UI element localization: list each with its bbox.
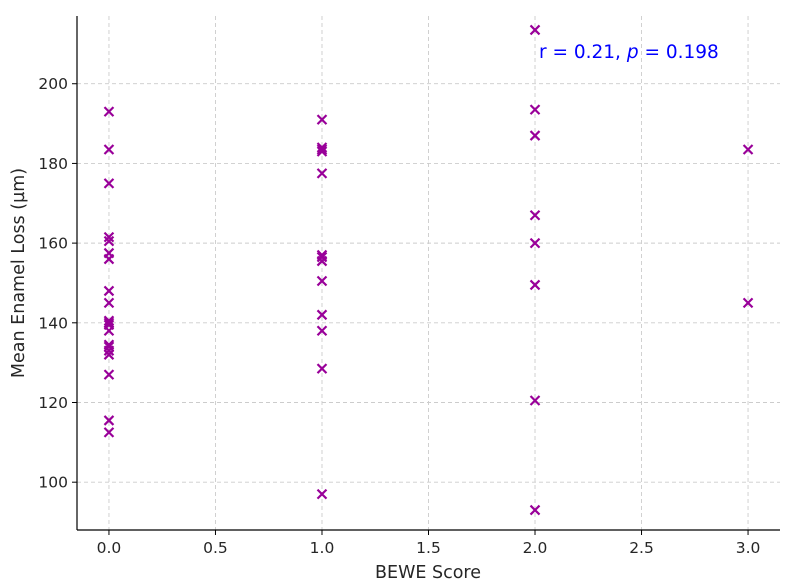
data-point (103, 297, 115, 309)
data-point (103, 349, 115, 360)
x-tick-label: 0.5 (203, 539, 228, 557)
data-point (103, 325, 115, 337)
y-tick-label: 140 (38, 314, 68, 332)
data-point (529, 104, 541, 115)
data-point (316, 325, 328, 337)
data-point (316, 488, 328, 500)
data-point (103, 341, 115, 352)
data-point (316, 275, 328, 287)
data-point (103, 144, 115, 155)
x-tick-label: 2.0 (523, 539, 548, 557)
annotation-prefix: r = 0.21, (539, 42, 627, 63)
data-point (316, 144, 328, 155)
data-point (529, 24, 541, 36)
data-point (316, 251, 328, 263)
data-point (103, 231, 115, 243)
data-point (316, 309, 328, 321)
y-axis-label: Mean Enamel Loss (µm) (9, 168, 29, 378)
data-point (316, 255, 328, 267)
data-point (103, 427, 115, 438)
data-point (103, 253, 115, 265)
x-tick-label: 0.0 (97, 539, 122, 557)
data-point (316, 363, 328, 374)
data-point (103, 315, 115, 327)
x-tick-label: 1.0 (310, 539, 335, 557)
data-point (529, 209, 541, 221)
data-point (103, 317, 115, 329)
y-tick-label: 200 (38, 75, 68, 93)
data-point (742, 144, 754, 155)
data-point (316, 146, 328, 157)
data-point (103, 106, 115, 117)
correlation-annotation: r = 0.21, p = 0.198 (539, 42, 719, 63)
data-point (529, 395, 541, 406)
x-tick-label: 2.5 (629, 539, 654, 557)
y-ticks: 100 120 140 160 180 200 (38, 75, 77, 492)
grid (77, 16, 780, 530)
annotation-p-symbol: p (626, 42, 639, 63)
data-point (103, 415, 115, 426)
data-point (529, 237, 541, 249)
data-point (529, 504, 541, 516)
y-tick-label: 160 (38, 235, 68, 253)
x-tick-label: 3.0 (736, 539, 761, 557)
data-point (316, 142, 328, 153)
y-tick-label: 120 (38, 394, 68, 412)
data-point (316, 114, 328, 125)
data-point (103, 339, 115, 350)
x-tick-label: 1.5 (416, 539, 441, 557)
data-point (529, 279, 541, 291)
y-tick-label: 180 (38, 155, 68, 173)
x-axis-label: BEWE Score (375, 563, 481, 583)
data-point (103, 178, 115, 189)
annotation-suffix: = 0.198 (639, 42, 719, 63)
data-point (103, 285, 115, 297)
data-points (103, 24, 754, 516)
y-tick-label: 100 (38, 474, 68, 492)
data-point (529, 130, 541, 141)
data-point (103, 235, 115, 247)
data-point (316, 168, 328, 179)
data-point (103, 369, 115, 380)
data-point (742, 297, 754, 309)
x-ticks: 0.0 0.5 1.0 1.5 2.0 2.5 3.0 (97, 530, 761, 557)
